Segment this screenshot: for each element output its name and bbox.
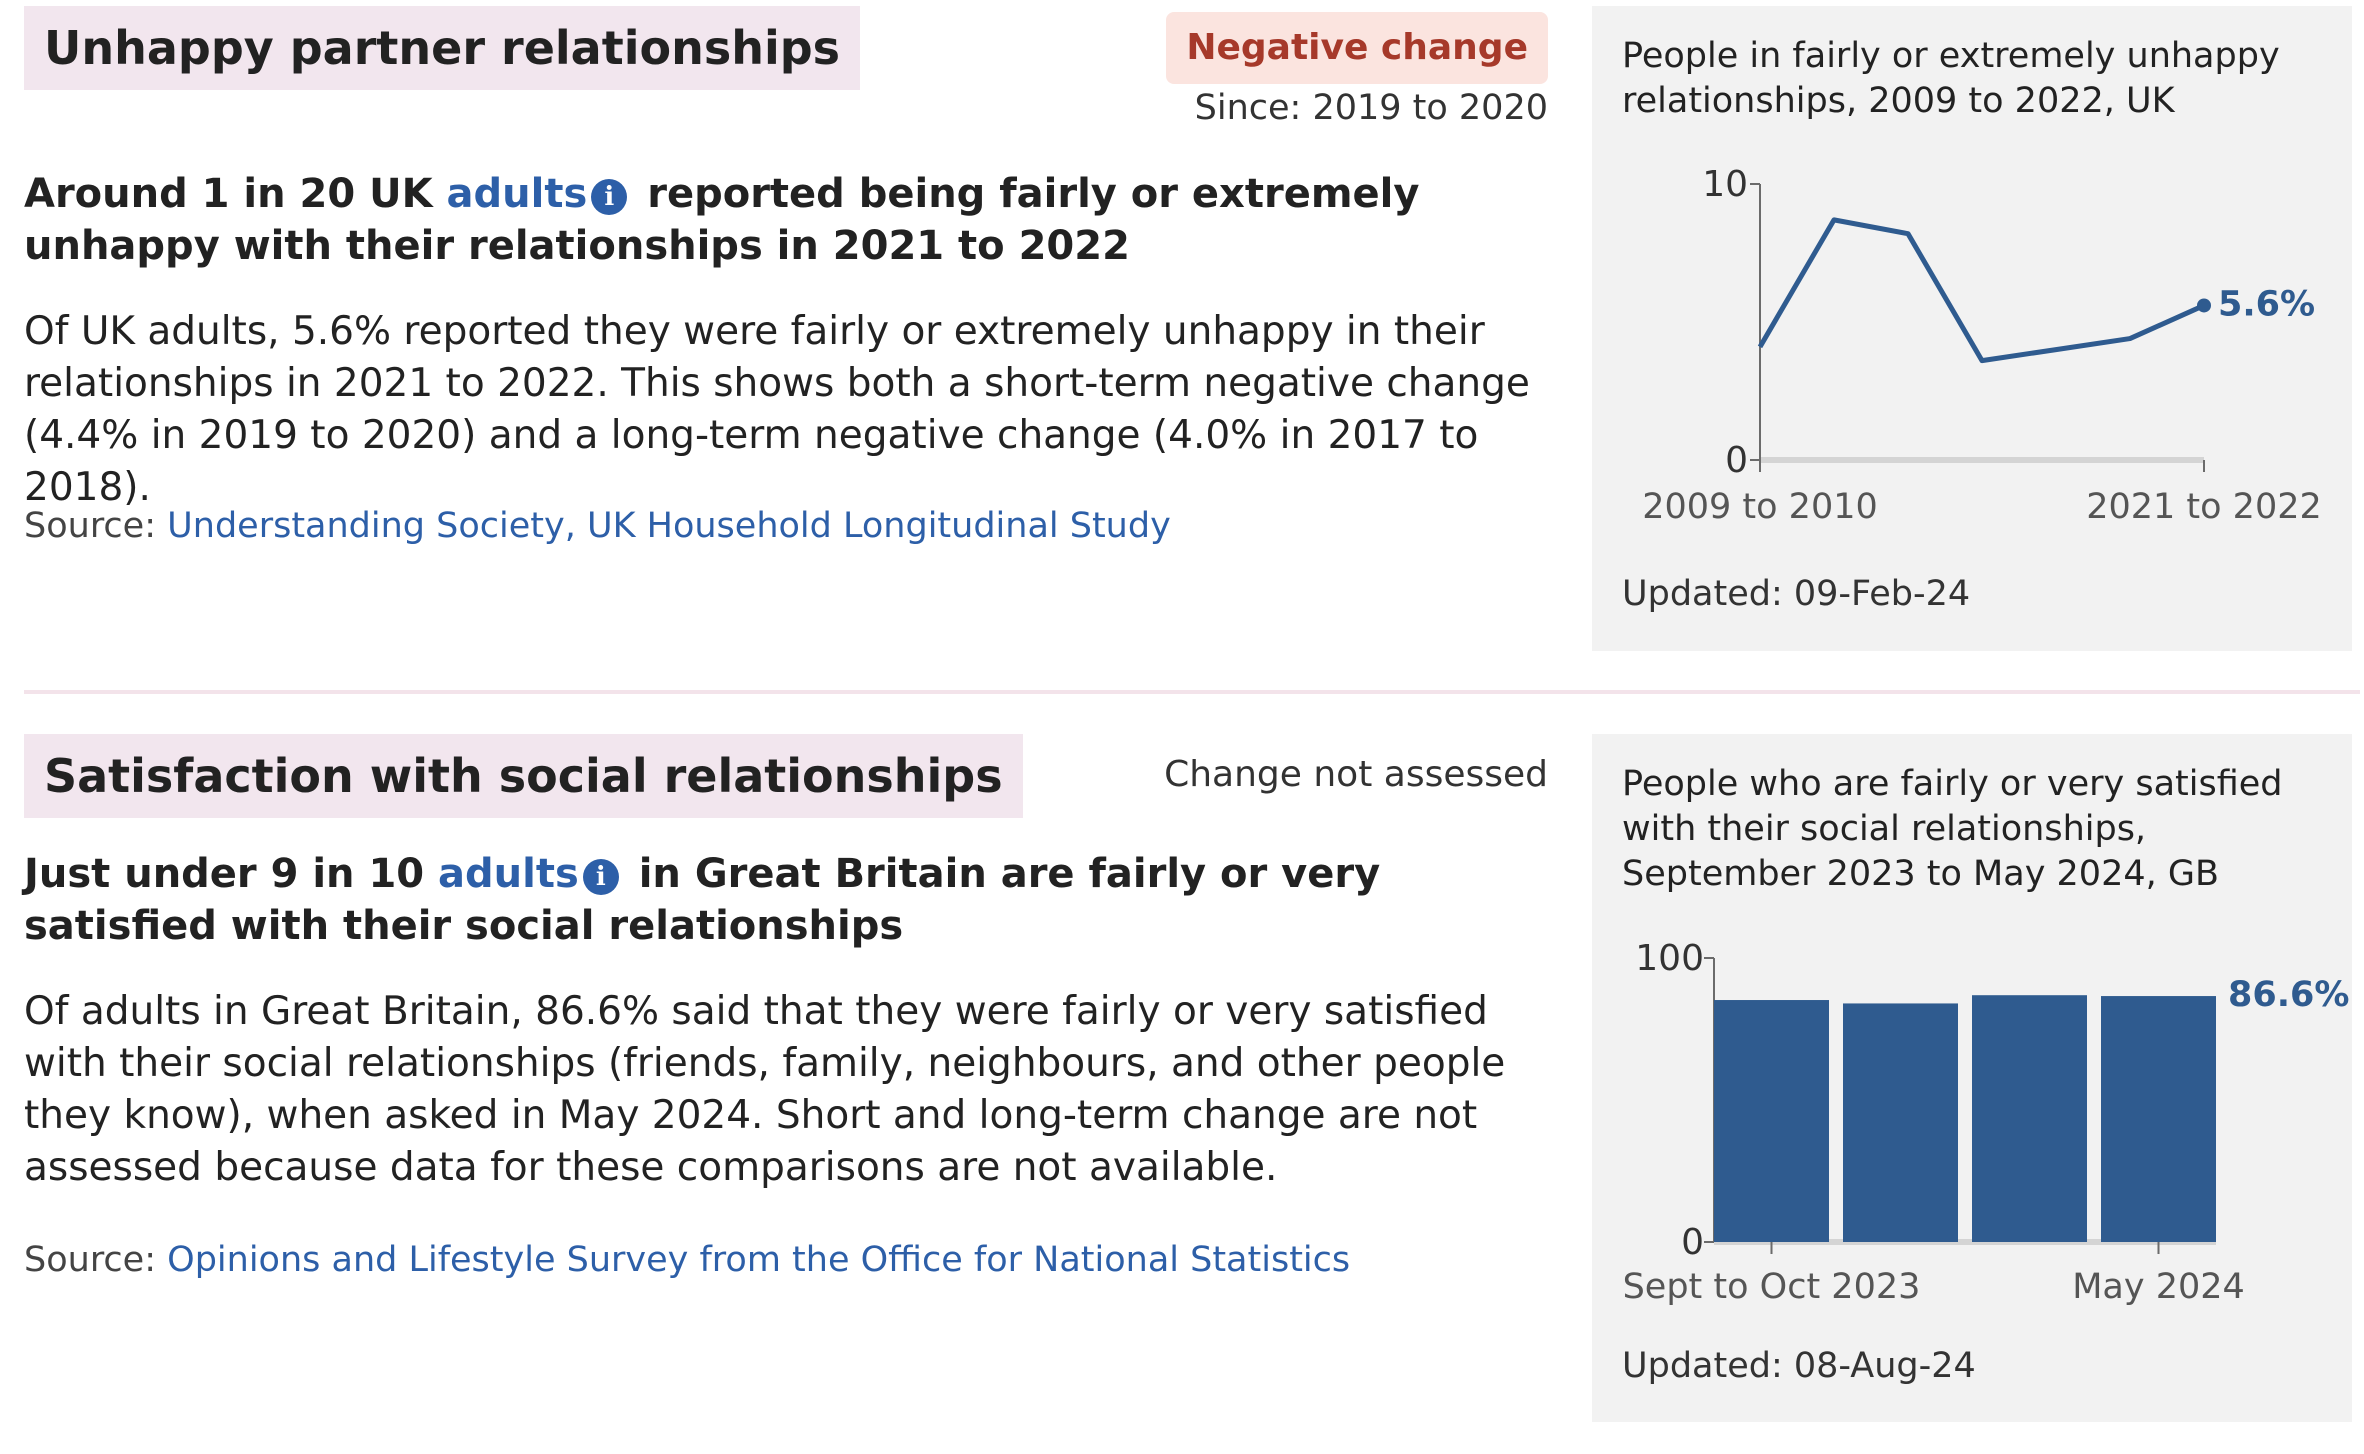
- x-tick-label: 2009 to 2010: [1642, 487, 1878, 527]
- end-data-label: 86.6%: [2228, 975, 2349, 1015]
- source-label: Source:: [24, 1240, 168, 1280]
- chart-title: People who are fairly or very satisfied …: [1622, 764, 2283, 894]
- source-label: Source:: [24, 506, 168, 546]
- headline: Around 1 in 20 UK adults i reported being…: [24, 168, 1544, 272]
- adults-term-link[interactable]: adults: [446, 171, 588, 217]
- headline-before: Just under 9 in 10: [24, 851, 439, 897]
- indicator-title: Unhappy partner relationships: [24, 6, 861, 90]
- y-tick-label: 10: [1702, 164, 1748, 205]
- headline: Just under 9 in 10 adults i in Great Brit…: [24, 848, 1544, 952]
- y-tick-label: 100: [1635, 938, 1704, 979]
- bar: [1714, 1000, 1829, 1242]
- chart-panel: People who are fairly or very satisfied …: [1592, 734, 2352, 1422]
- negative-change-badge: Negative change: [1166, 12, 1548, 84]
- chart-title: People in fairly or extremely unhappy re…: [1622, 36, 2280, 121]
- description: Of adults in Great Britain, 86.6% said t…: [24, 989, 1506, 1190]
- adults-term-link[interactable]: adults: [438, 851, 579, 897]
- bar: [1843, 1003, 1958, 1242]
- headline-before: Around 1 in 20 UK: [24, 171, 447, 217]
- since-period: Since: 2019 to 2020: [1194, 88, 1548, 128]
- y-tick-label: 0: [1725, 440, 1748, 481]
- chart-panel: People in fairly or extremely unhappy re…: [1592, 6, 2352, 651]
- change-status: Change not assessed: [1164, 754, 1548, 795]
- source: Source: Understanding Society, UK Househ…: [24, 506, 1171, 546]
- x-tick-label: 2021 to 2022: [2086, 487, 2322, 527]
- last-point: [2197, 298, 2211, 313]
- info-icon[interactable]: i: [582, 859, 619, 895]
- info-icon[interactable]: i: [591, 179, 628, 215]
- line-chart: 0 10 2009 to 2010 2021 to 2022 5.6%: [1642, 164, 2322, 527]
- y-tick-label: 0: [1681, 1222, 1704, 1263]
- series-line: [1757, 217, 2206, 364]
- bar-chart: 0 100 Sept to Oct 2023 May 2024 86.6%: [1623, 938, 2350, 1307]
- end-data-label: 5.6%: [2218, 284, 2315, 324]
- bar: [2101, 996, 2216, 1242]
- x-tick-label: May 2024: [2072, 1267, 2245, 1307]
- indicator-title: Satisfaction with social relationships: [24, 734, 1023, 818]
- headline-after: reported being fairly or extremely unhap…: [24, 171, 1420, 269]
- indicator-satisfaction-social-relationships: Satisfaction with social relationships C…: [0, 728, 2364, 1454]
- section-divider: [24, 690, 2360, 694]
- updated-date: Updated: 08-Aug-24: [1622, 1346, 1976, 1386]
- indicator-unhappy-partner-relationships: Unhappy partner relationships Negative c…: [0, 0, 2364, 690]
- source: Source: Opinions and Lifestyle Survey fr…: [24, 1240, 1350, 1280]
- source-link[interactable]: Opinions and Lifestyle Survey from the O…: [167, 1240, 1351, 1280]
- description: Of UK adults, 5.6% reported they were fa…: [24, 309, 1530, 510]
- bar: [1972, 995, 2087, 1242]
- source-link[interactable]: Understanding Society, UK Household Long…: [167, 506, 1171, 546]
- x-tick-label: Sept to Oct 2023: [1623, 1267, 1921, 1307]
- updated-date: Updated: 09-Feb-24: [1622, 574, 1971, 614]
- headline-after: in Great Britain are fairly or very sati…: [24, 851, 1381, 949]
